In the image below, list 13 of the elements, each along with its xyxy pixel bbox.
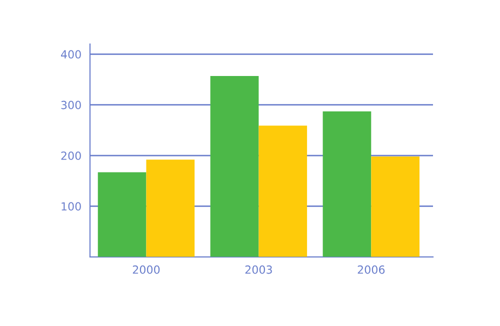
y-tick-label: 200 [61,151,81,160]
x-tick-label: 2003 [245,265,272,274]
bar [322,111,372,257]
y-tick-label: 400 [61,50,81,59]
bar [98,172,146,257]
x-tick-label: 2006 [358,265,385,274]
x-tick-label: 2000 [132,265,160,274]
y-tick-label: 300 [61,100,81,110]
y-tick-label: 100 [62,202,81,211]
bar [146,160,195,257]
bar [210,76,259,257]
bar [371,156,420,257]
bar [258,126,308,257]
